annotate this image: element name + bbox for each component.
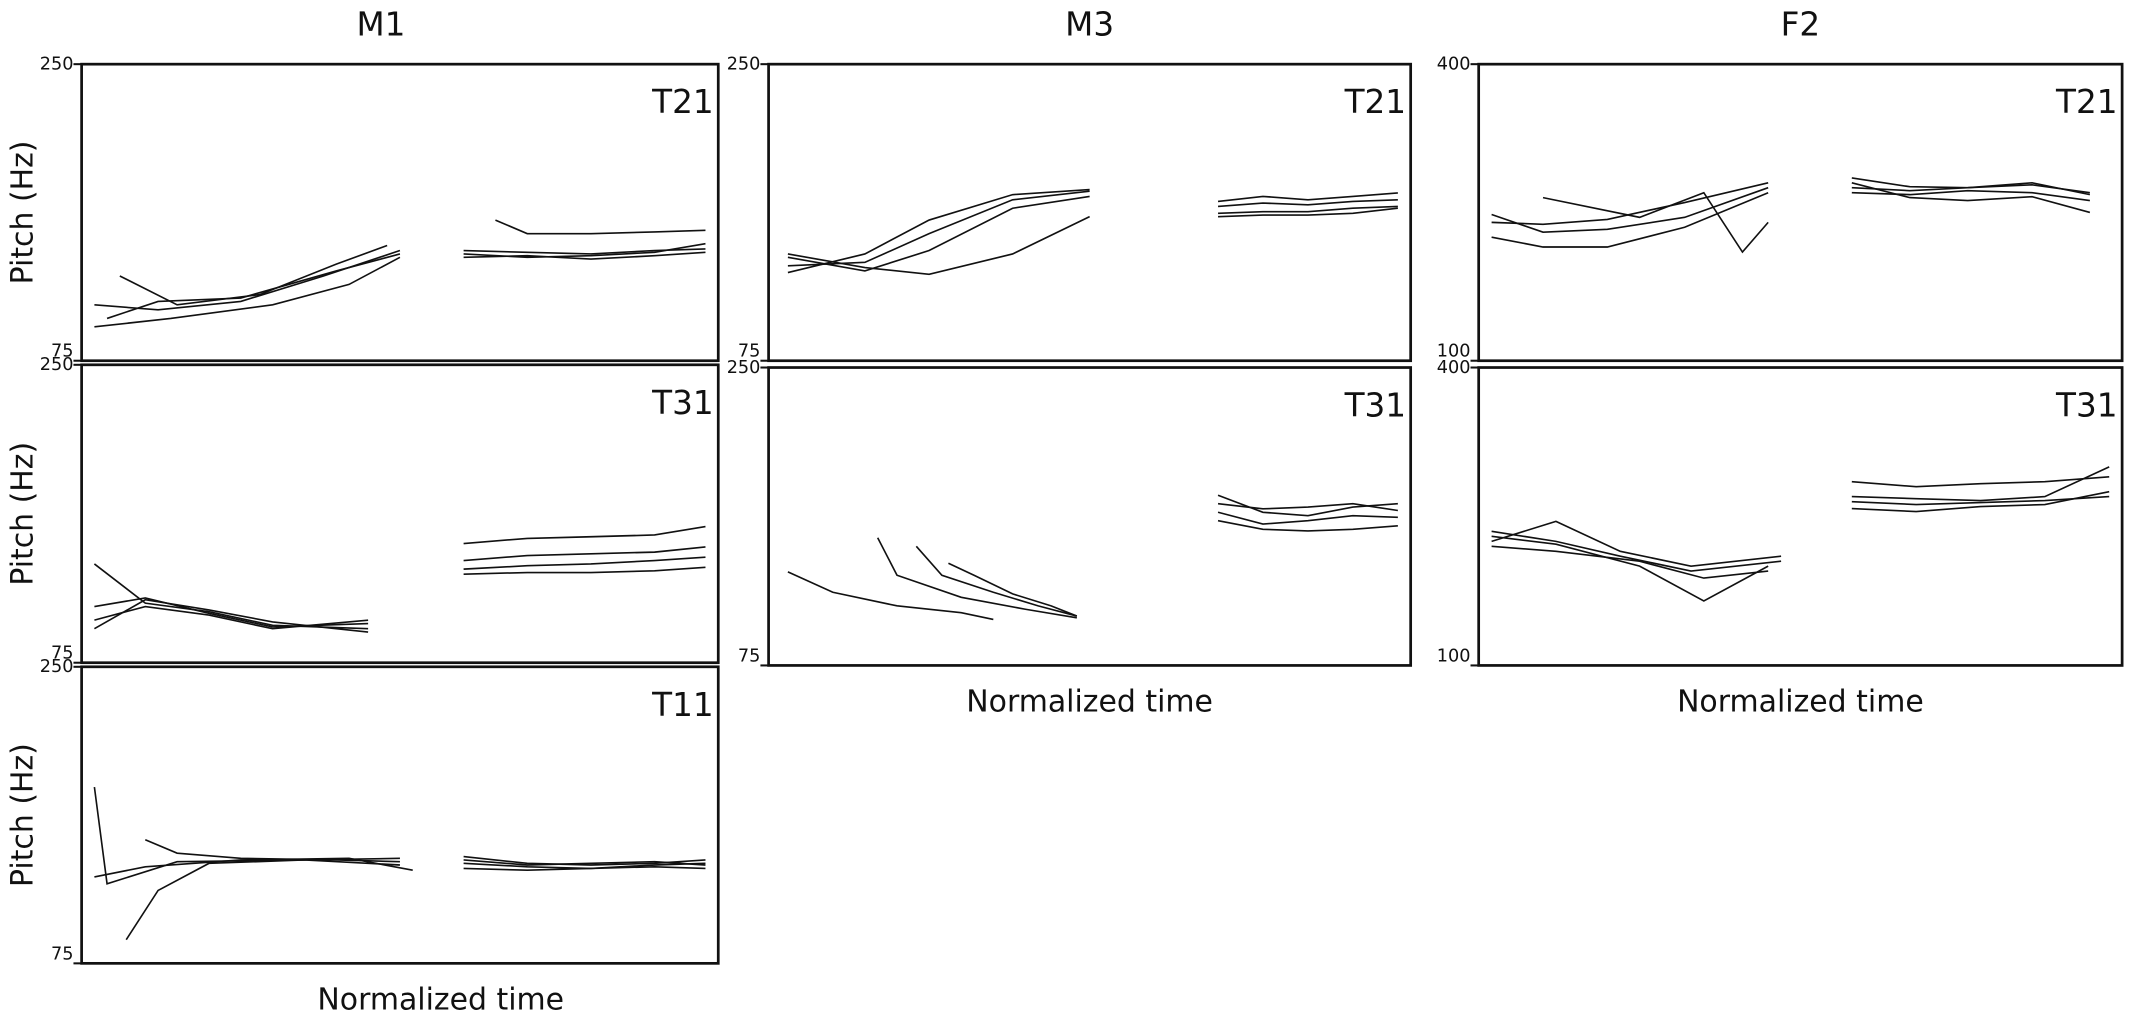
y-tick-label: 250	[727, 358, 761, 378]
pitch-contour	[1491, 520, 1782, 567]
pitch-contour	[1218, 207, 1398, 218]
pitch-contour	[1217, 494, 1398, 517]
column-title: M3	[1065, 6, 1114, 44]
pitch-contour	[463, 865, 706, 871]
y-tick-label: 250	[40, 355, 74, 375]
pitch-contour	[1851, 490, 2110, 513]
y-tick-label: 75	[51, 342, 74, 362]
y-axis-label: Pitch (Hz)	[6, 141, 41, 285]
pitch-contour	[463, 525, 706, 545]
y-tick-label: 250	[727, 55, 761, 75]
pitch-contour	[94, 249, 401, 311]
panel-frame	[1477, 366, 2124, 667]
pitch-contour	[1491, 545, 1769, 579]
pitch-contour	[1542, 191, 1769, 254]
tone-label: T31	[651, 384, 713, 422]
tone-label: T11	[651, 686, 713, 724]
panel-frame	[1477, 62, 2124, 363]
x-axis-label: Normalized time	[317, 983, 564, 1018]
pitch-contour	[1218, 205, 1398, 215]
y-tick-label: 400	[1437, 55, 1471, 75]
pitch-contour	[106, 253, 401, 320]
pitch-contour	[463, 546, 706, 562]
pitch-contour	[787, 188, 1090, 274]
y-axis-label: Pitch (Hz)	[6, 442, 41, 586]
y-tick-label: 75	[51, 644, 74, 664]
column-title: F2	[1781, 6, 1821, 44]
pitch-contour	[787, 190, 1090, 267]
pitch-contour	[94, 597, 369, 628]
pitch-contour	[1851, 189, 2090, 202]
y-tick-label: 250	[40, 657, 74, 677]
pitch-contour	[1851, 182, 2091, 214]
pitch-contour	[94, 256, 401, 328]
y-tick-label: 75	[51, 944, 74, 964]
x-axis-label: Normalized time	[1677, 685, 1924, 720]
tone-label: T21	[1344, 83, 1406, 121]
column-title: M1	[356, 6, 405, 44]
pitch-contour	[1491, 191, 1769, 248]
pitch-contour	[787, 215, 1090, 276]
y-tick-label: 250	[40, 55, 74, 75]
pitch-contour	[948, 562, 1078, 617]
pitch-contour	[94, 857, 413, 878]
pitch-contour	[1217, 502, 1398, 512]
y-tick-label: 400	[1437, 358, 1471, 378]
panel-frame	[767, 62, 1413, 363]
tone-label: T31	[2055, 386, 2117, 424]
pitch-contour	[93, 563, 369, 630]
y-tick-label: 100	[1437, 646, 1471, 666]
tone-label: T31	[1344, 386, 1406, 424]
pitch-contour	[119, 244, 388, 306]
pitch-contour	[1217, 519, 1398, 532]
pitch-contour	[787, 571, 994, 621]
pitch-contour	[495, 219, 706, 235]
panel-frame	[80, 363, 720, 665]
pitch-contour	[1217, 192, 1398, 203]
y-tick-label: 75	[738, 646, 761, 666]
pitch-contour	[1851, 181, 2091, 196]
pitch-contour	[1491, 530, 1782, 572]
pitch-contour	[1851, 495, 2110, 506]
pitch-contour	[463, 556, 706, 570]
panel-frame	[767, 366, 1413, 667]
y-tick-label: 100	[1437, 342, 1471, 362]
pitch-contour	[463, 566, 706, 575]
pitch-contour	[915, 545, 1078, 617]
panel-frame	[80, 665, 720, 965]
pitch-contour	[1491, 181, 1769, 226]
pitch-contour	[125, 857, 400, 941]
pitch-contour	[93, 786, 400, 885]
pitch-contour	[1217, 511, 1398, 525]
pitch-contour	[1851, 466, 2110, 502]
pitch-contour	[876, 537, 1077, 619]
pitch-contour	[463, 859, 706, 866]
pitch-contour	[1217, 198, 1398, 208]
pitch-contour	[787, 195, 1090, 272]
pitch-contour	[94, 605, 369, 630]
x-axis-label: Normalized time	[966, 685, 1213, 720]
tone-label: T21	[651, 83, 713, 121]
pitch-contour	[463, 242, 706, 259]
pitch-contour	[1851, 475, 2110, 488]
pitch-contour	[1491, 535, 1769, 602]
tone-label: T21	[2055, 83, 2117, 121]
y-axis-label: Pitch (Hz)	[6, 743, 41, 887]
y-tick-label: 75	[738, 342, 761, 362]
panel-frame	[80, 62, 720, 363]
